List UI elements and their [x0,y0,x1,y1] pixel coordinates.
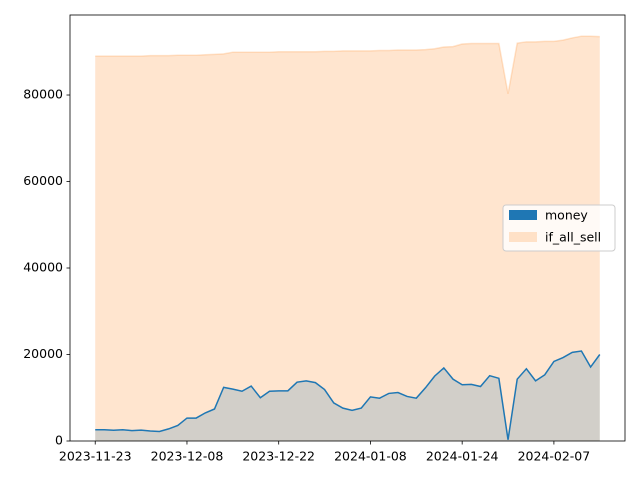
legend-swatch [509,232,537,242]
area-fill [95,36,600,441]
x-tick-label: 2023-12-08 [151,449,224,464]
area-line [95,350,601,440]
y-tick-label: 0 [55,433,63,448]
x-tick-label: 2024-01-24 [426,449,499,464]
x-tick-label: 2023-11-23 [59,449,132,464]
area-fill [95,351,600,441]
legend-label: if_all_sell [545,230,601,245]
x-tick-label: 2024-01-08 [334,449,407,464]
x-tick-label: 2023-12-22 [242,449,315,464]
y-tick-label: 20000 [23,346,63,361]
y-tick-label: 40000 [23,260,63,275]
legend-label: money [545,208,588,223]
plot-frame [69,14,626,442]
x-tick-label: 2024-02-07 [518,449,591,464]
area-line [95,35,600,94]
legend: money if_all_sell [502,204,616,252]
legend-swatch [509,210,537,220]
y-tick-label: 60000 [23,173,63,188]
y-tick-label: 80000 [23,87,63,102]
